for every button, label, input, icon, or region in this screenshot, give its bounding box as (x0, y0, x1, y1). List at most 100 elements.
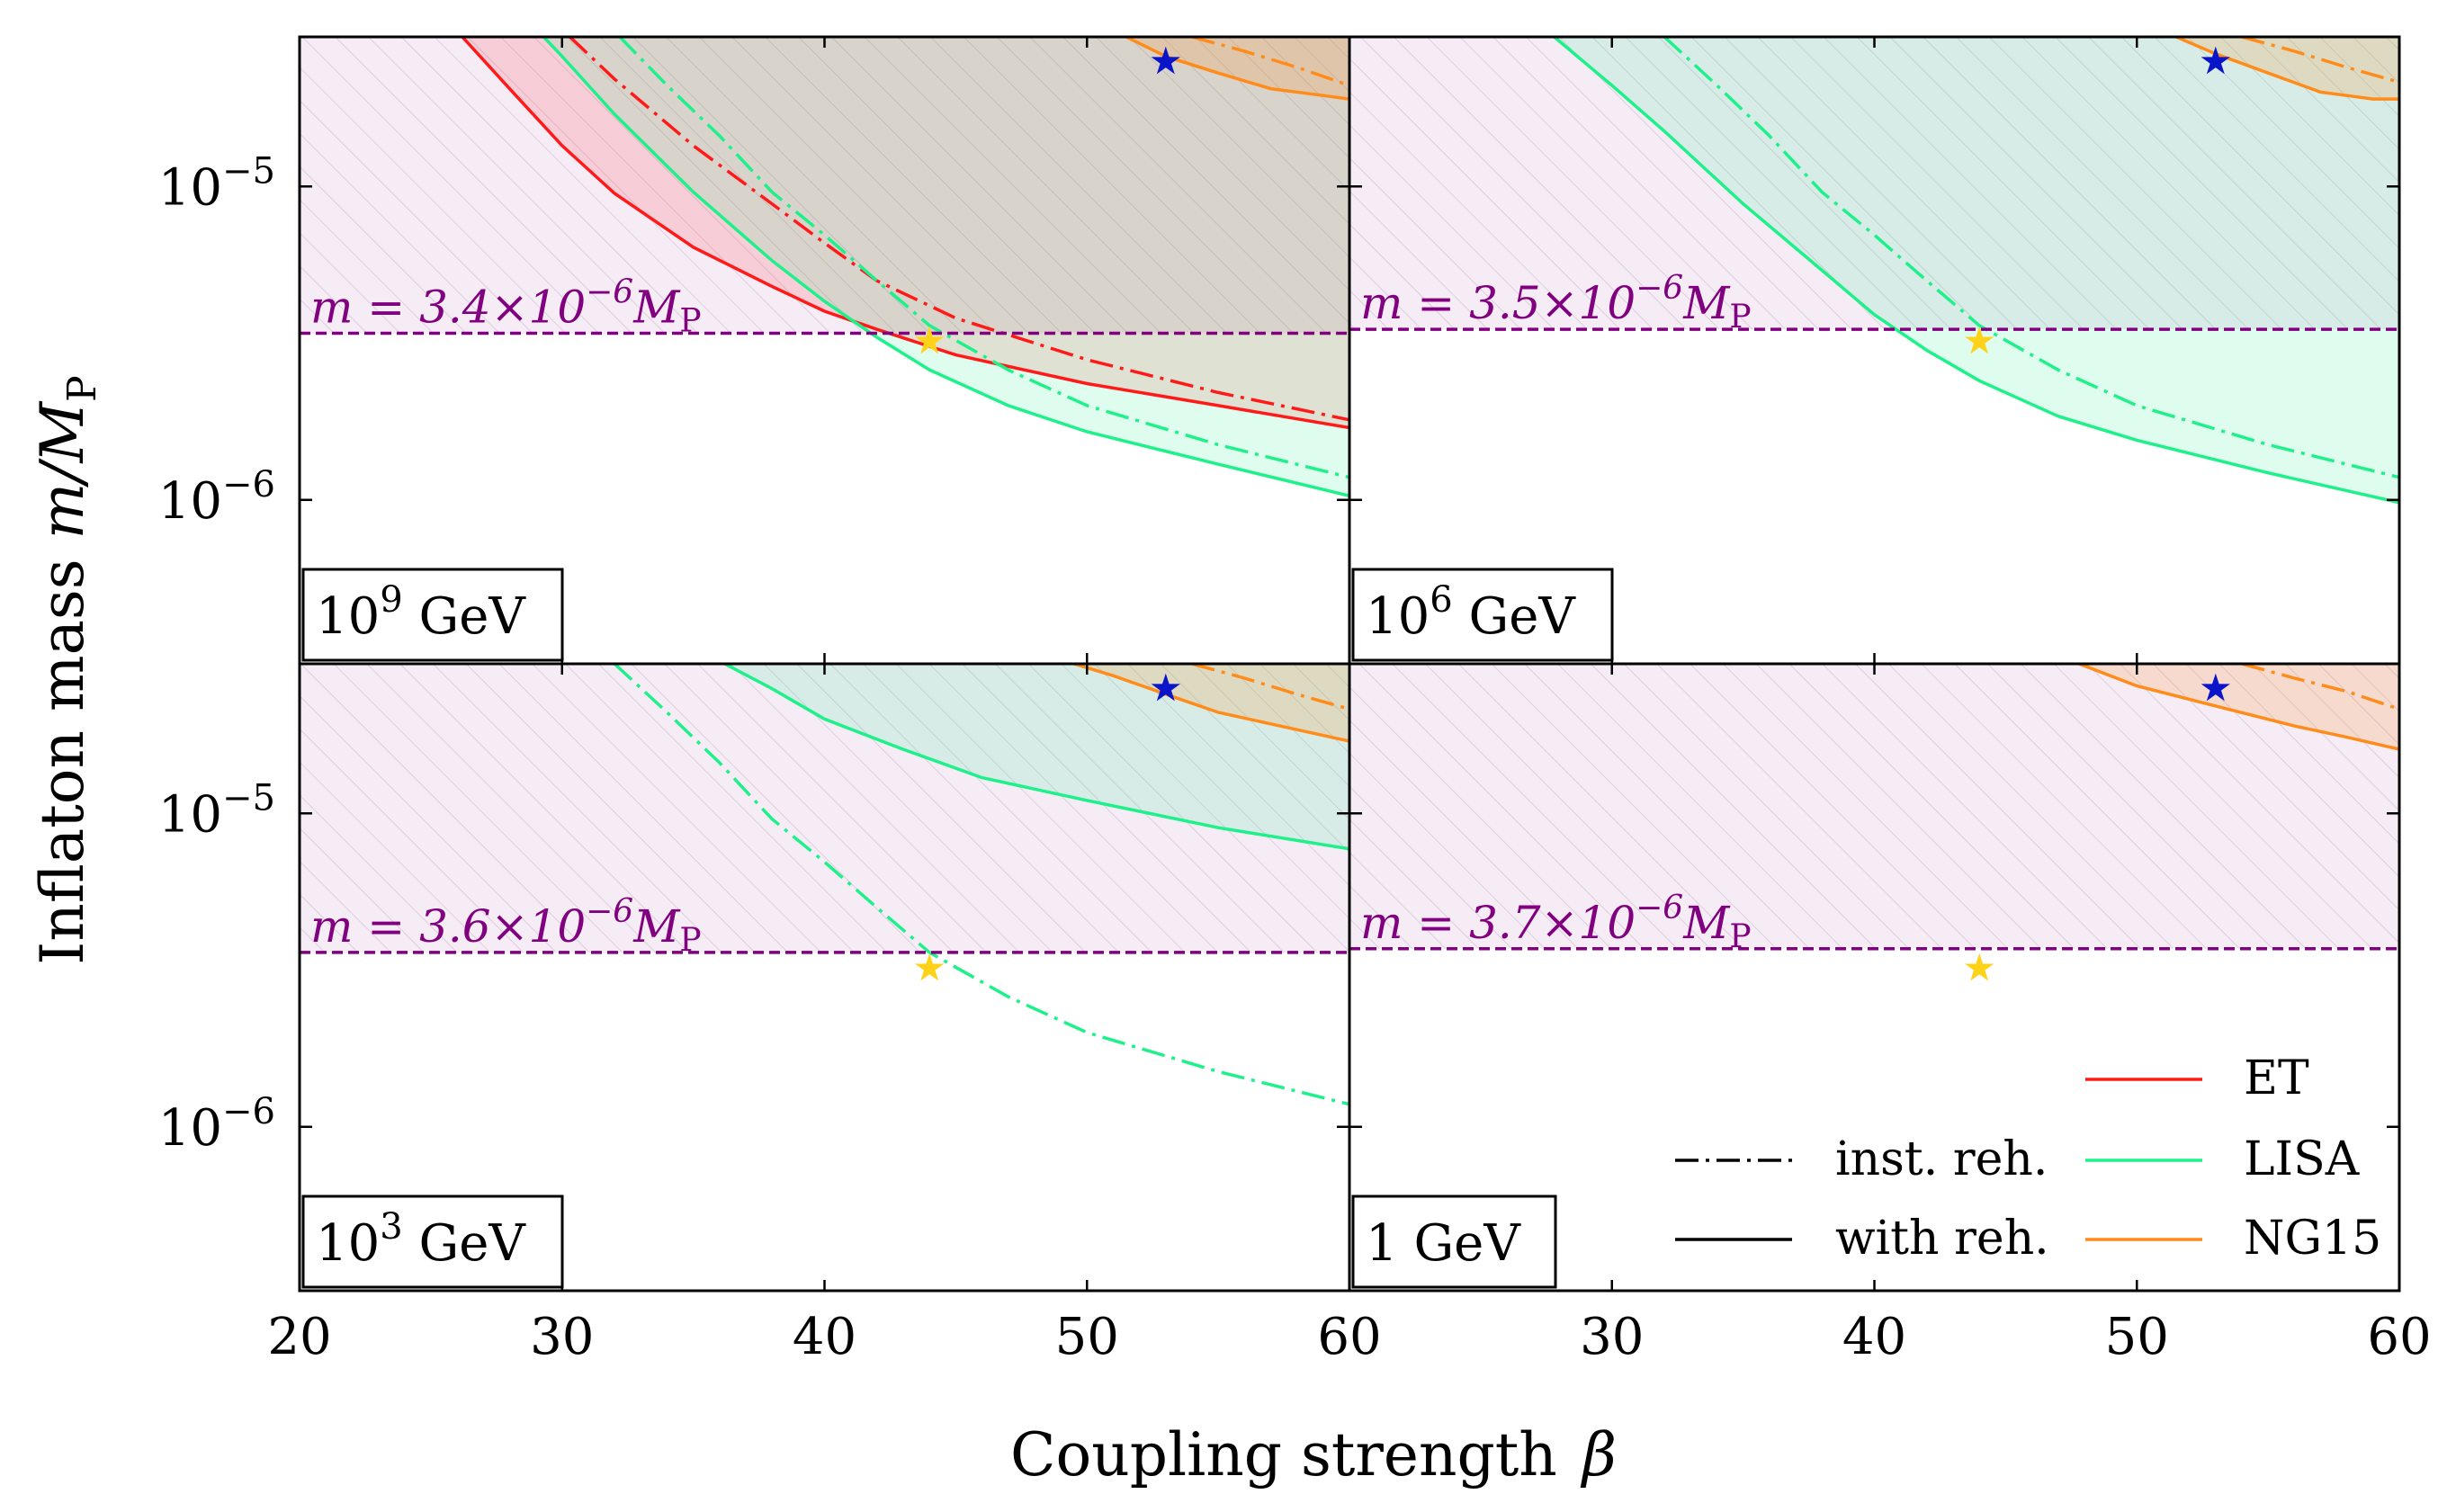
reference-label-sub: P (1729, 918, 1751, 955)
legend-with-reh-label: with reh. (1835, 1212, 2049, 1266)
tag-base: 10 (316, 1214, 380, 1273)
reheating-tag-box (301, 1194, 564, 1289)
reheating-tag-label: 109 GeV (316, 579, 526, 646)
y-axis-title-sub: P (59, 375, 105, 402)
tag-unit: GeV (403, 1214, 527, 1273)
ng15-inst-reh-line (2241, 37, 2399, 85)
lisa-inst-reh-line (618, 37, 1349, 479)
ng15-with-reh-line (1073, 664, 1349, 743)
panel-plot-area (1349, 664, 2399, 981)
panel-plot-area (300, 37, 1349, 498)
x-axis-title-symbol: β (1580, 1420, 1617, 1490)
legend-lisa-label: LISA (2244, 1132, 2361, 1186)
reheating-tag-box (1351, 1194, 1557, 1289)
excluded-region-hatch (300, 664, 1349, 953)
reference-label-exponent: −6 (1636, 890, 1683, 926)
legend-ng15-label: NG15 (2244, 1212, 2381, 1266)
reference-label-exponent: −6 (1636, 270, 1683, 307)
y-tick-exponent: −5 (222, 150, 275, 192)
y-tick-label: 10−6 (158, 1091, 275, 1158)
reference-label-prefix: m = 3.7×10 (1360, 897, 1636, 949)
ng15-inst-reh-line (2241, 664, 2399, 711)
x-tick-label: 50 (1055, 1308, 1119, 1366)
lisa-with-reh-line (542, 37, 1349, 498)
ng15-sensitivity-fill (1073, 664, 1349, 741)
reheating-tag-box (301, 568, 564, 662)
panel-1: m = 3.4×10−6MP 109 GeV (298, 35, 1351, 666)
reference-label-prefix: m = 3.6×10 (310, 900, 586, 953)
y-tick-exponent: −6 (222, 464, 275, 505)
y-tick-label: 10−5 (158, 777, 275, 844)
x-tick-labels: 20 30 40 50 60 30 40 50 60 (267, 1308, 2431, 1366)
gold-star (915, 953, 945, 981)
reference-mass-label: m = 3.7×10−6MP (1360, 890, 1752, 955)
ng15-inst-reh-line (1191, 664, 1349, 711)
reference-label-sub: P (1729, 299, 1751, 336)
tag-unit: GeV (1453, 587, 1577, 646)
reference-mass-label: m = 3.6×10−6MP (310, 893, 702, 959)
reheating-tag-label: 103 GeV (316, 1206, 526, 1273)
tag-exponent: 3 (380, 1206, 402, 1248)
y-tick-base: 10 (158, 158, 222, 217)
legend-et-label: ET (2244, 1051, 2309, 1105)
et-inst-reh-line (569, 37, 1349, 422)
reheating-tag-box (1351, 568, 1614, 662)
x-tick-label: 30 (530, 1308, 594, 1366)
reference-label-sub: P (679, 922, 701, 959)
y-tick-label: 10−5 (158, 150, 275, 217)
tag-unit: GeV (403, 587, 527, 646)
x-tick-label: 40 (1842, 1308, 1906, 1366)
tag-base: 10 (316, 587, 380, 646)
panel-plot-area (300, 664, 1349, 1106)
excluded-region-hatch (1349, 664, 2399, 949)
tag-unit: GeV (1398, 1214, 1522, 1273)
x-tick-label: 50 (2105, 1308, 2169, 1366)
reference-label-prefix: m = 3.5×10 (1360, 277, 1636, 329)
ng15-with-reh-line (1125, 37, 1349, 101)
et-sensitivity-fill (462, 37, 1349, 428)
reference-mass-label: m = 3.5×10−6MP (1360, 270, 1752, 336)
ng15-with-reh-line (2078, 664, 2399, 751)
excluded-region-hatch (300, 37, 1349, 334)
reference-label-sub: P (679, 303, 701, 340)
lisa-sensitivity-fill (543, 37, 1349, 497)
reheating-tag-label: 1 GeV (1366, 1214, 1521, 1273)
legend-inst-reh-label: inst. reh. (1835, 1132, 2048, 1186)
et-with-reh-line (461, 37, 1349, 430)
legend: inst. reh. with reh. ET LISA NG15 (1675, 1051, 2381, 1266)
y-axis-title-text: Inflaton mass (28, 559, 97, 964)
reference-label-symbol: M (632, 282, 681, 334)
tag-exponent: 6 (1430, 579, 1452, 621)
panel-4: m = 3.7×10−6MP 1 GeV (1348, 662, 2401, 1293)
reference-label-exponent: −6 (586, 893, 633, 930)
reference-label-symbol: M (632, 900, 681, 953)
y-tick-base: 10 (158, 1099, 222, 1158)
panel-3: m = 3.6×10−6MP 103 GeV (298, 662, 1351, 1293)
x-tick-label: 20 (267, 1308, 331, 1366)
tag-exponent: 9 (380, 579, 402, 621)
tag-base: 10 (1366, 587, 1430, 646)
x-tick-label: 40 (793, 1308, 856, 1366)
y-tick-label: 10−6 (158, 464, 275, 531)
y-tick-base: 10 (158, 785, 222, 844)
panel-2: m = 3.5×10−6MP 106 GeV (1348, 35, 2401, 666)
reference-label-prefix: m = 3.4×10 (310, 282, 586, 334)
ng15-inst-reh-line (1191, 37, 1349, 87)
lisa-sensitivity-fill (724, 664, 1349, 849)
reference-label-exponent: −6 (586, 274, 633, 311)
panel-plot-area (1349, 37, 2399, 505)
tag-base: 1 (1366, 1214, 1398, 1273)
x-axis-title: Coupling strength β (1010, 1420, 1617, 1490)
ng15-sensitivity-fill (2079, 664, 2399, 750)
reference-label-symbol: M (1682, 897, 1731, 949)
lisa-with-reh-line (1553, 37, 2399, 505)
ng15-sensitivity-fill (2176, 37, 2399, 100)
x-tick-label: 60 (2367, 1308, 2431, 1366)
gold-star (1965, 953, 1994, 981)
y-axis-title: Inflaton mass m/MP (28, 375, 105, 964)
x-tick-label: 60 (1317, 1308, 1381, 1366)
y-tick-labels: 10−510−610−510−6 (158, 150, 275, 1158)
lisa-sensitivity-fill (1554, 37, 2399, 503)
